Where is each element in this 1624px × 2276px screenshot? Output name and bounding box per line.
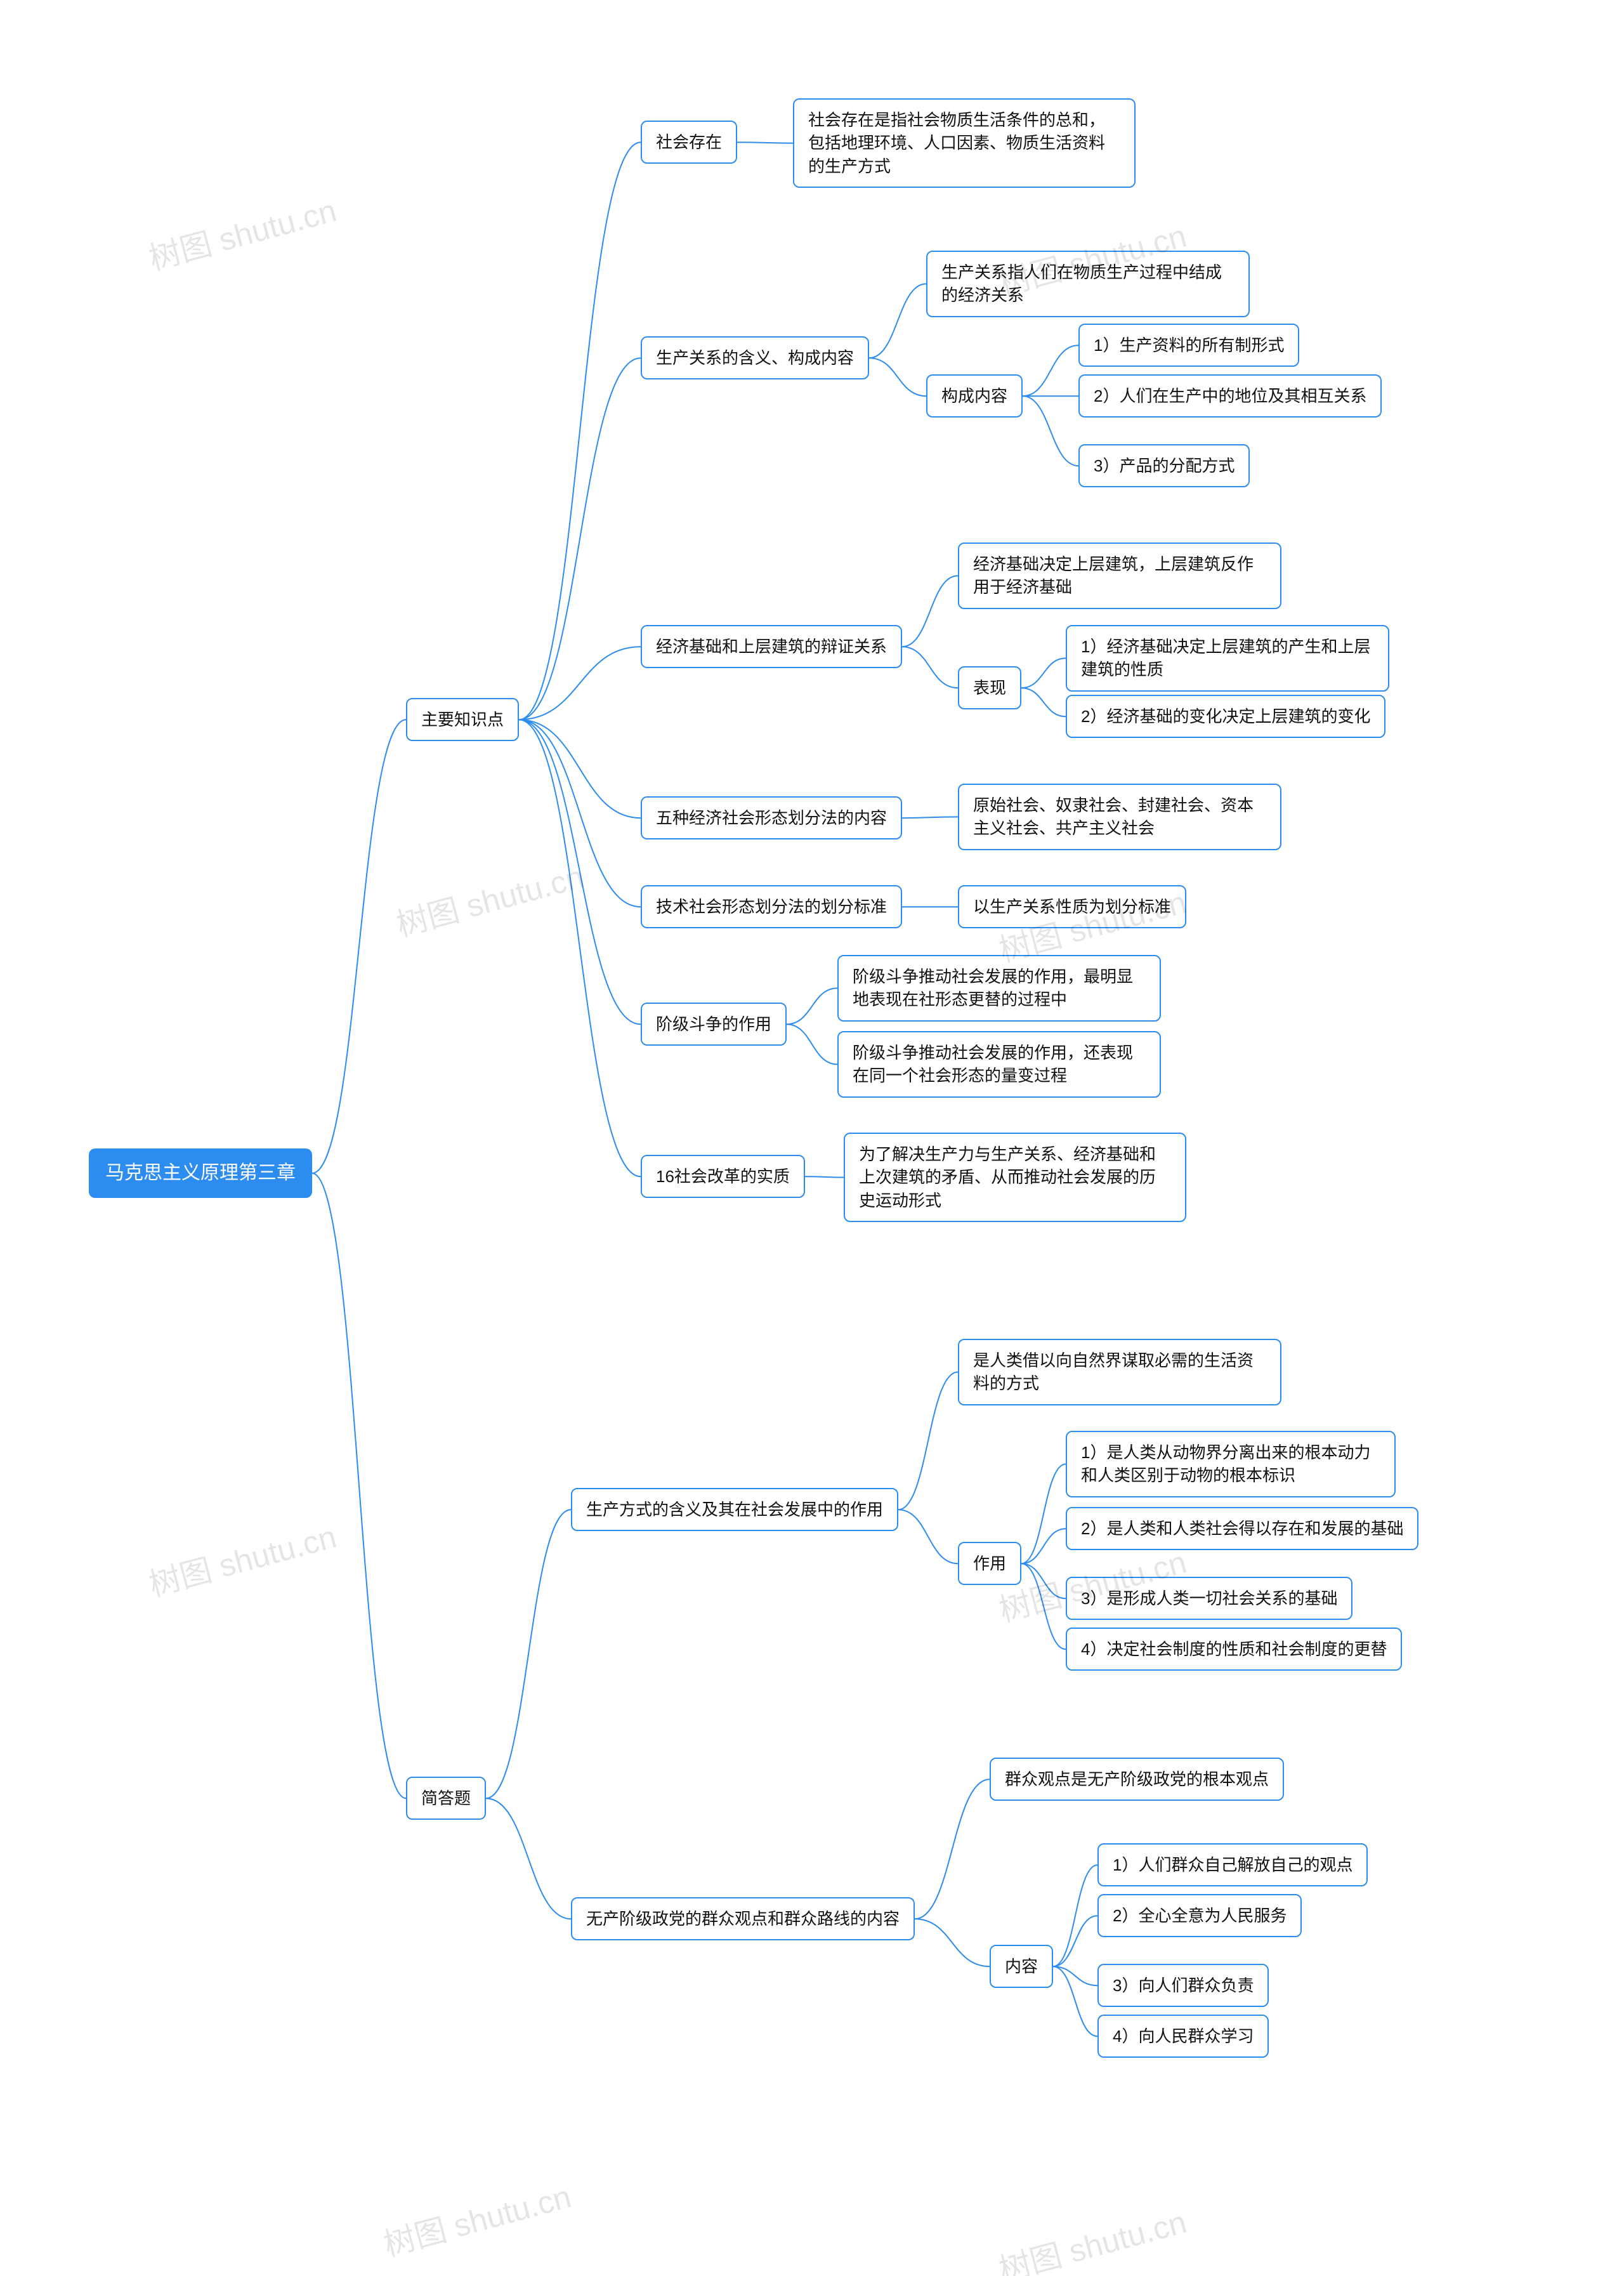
leaf-content-3: 3）向人们群众负责: [1097, 1964, 1269, 2007]
watermark: 树图 shutu.cn: [993, 2197, 1191, 2276]
leaf-content-2: 2）全心全意为人民服务: [1097, 1894, 1302, 1937]
root-node: 马克思主义原理第三章: [89, 1148, 312, 1198]
node-mass-line: 无产阶级政党的群众观点和群众路线的内容: [571, 1897, 915, 1940]
leaf-prod-relation-def: 生产关系指人们在物质生产过程中结成的经济关系: [926, 251, 1250, 317]
node-production-mode: 生产方式的含义及其在社会发展中的作用: [571, 1488, 898, 1531]
node-tech-form: 技术社会形态划分法的划分标准: [641, 885, 902, 928]
node-five-forms: 五种经济社会形态划分法的内容: [641, 796, 902, 839]
leaf-func-3: 3）是形成人类一切社会关系的基础: [1066, 1577, 1352, 1620]
leaf-func-4: 4）决定社会制度的性质和社会制度的更替: [1066, 1628, 1402, 1671]
leaf-social-reform-def: 为了解决生产力与生产关系、经济基础和上次建筑的矛盾、从而推动社会发展的历史运动形…: [844, 1133, 1186, 1222]
leaf-func-1: 1）是人类从动物界分离出来的根本动力和人类区别于动物的根本标识: [1066, 1431, 1396, 1497]
node-composition: 构成内容: [926, 374, 1023, 418]
branch-short-answer: 简答题: [406, 1777, 486, 1820]
leaf-mass-viewpoint: 群众观点是无产阶级政党的根本观点: [990, 1758, 1284, 1801]
leaf-five-forms-list: 原始社会、奴隶社会、封建社会、资本主义社会、共产主义社会: [958, 784, 1281, 850]
node-social-reform: 16社会改革的实质: [641, 1155, 805, 1198]
leaf-class-struggle-1: 阶级斗争推动社会发展的作用，最明显地表现在社形态更替的过程中: [837, 955, 1161, 1022]
leaf-manifest-1: 1）经济基础决定上层建筑的产生和上层建筑的性质: [1066, 625, 1389, 692]
leaf-tech-form-std: 以生产关系性质为划分标准: [958, 885, 1186, 928]
leaf-prod-mode-def: 是人类借以向自然界谋取必需的生活资料的方式: [958, 1339, 1281, 1405]
leaf-social-existence-def: 社会存在是指社会物质生活条件的总和，包括地理环境、人口因素、物质生活资料的生产方…: [793, 98, 1136, 188]
node-economic-base: 经济基础和上层建筑的辩证关系: [641, 625, 902, 668]
watermark: 树图 shutu.cn: [378, 2171, 575, 2265]
node-function: 作用: [958, 1542, 1021, 1585]
node-class-struggle: 阶级斗争的作用: [641, 1003, 787, 1046]
leaf-comp-3: 3）产品的分配方式: [1078, 444, 1250, 487]
leaf-comp-2: 2）人们在生产中的地位及其相互关系: [1078, 374, 1382, 418]
watermark: 树图 shutu.cn: [143, 1511, 341, 1605]
node-production-relation: 生产关系的含义、构成内容: [641, 336, 869, 379]
watermark: 树图 shutu.cn: [391, 852, 588, 945]
node-manifestation: 表现: [958, 666, 1021, 709]
leaf-content-1: 1）人们群众自己解放自己的观点: [1097, 1843, 1368, 1886]
leaf-class-struggle-2: 阶级斗争推动社会发展的作用，还表现在同一个社会形态的量变过程: [837, 1031, 1161, 1098]
node-content: 内容: [990, 1945, 1053, 1988]
leaf-content-4: 4）向人民群众学习: [1097, 2015, 1269, 2058]
watermark: 树图 shutu.cn: [143, 185, 341, 279]
leaf-func-2: 2）是人类和人类社会得以存在和发展的基础: [1066, 1507, 1418, 1550]
leaf-eco-base-def: 经济基础决定上层建筑，上层建筑反作用于经济基础: [958, 543, 1281, 609]
node-social-existence: 社会存在: [641, 121, 737, 164]
leaf-manifest-2: 2）经济基础的变化决定上层建筑的变化: [1066, 695, 1385, 738]
leaf-comp-1: 1）生产资料的所有制形式: [1078, 324, 1299, 367]
branch-main-points: 主要知识点: [406, 698, 519, 741]
